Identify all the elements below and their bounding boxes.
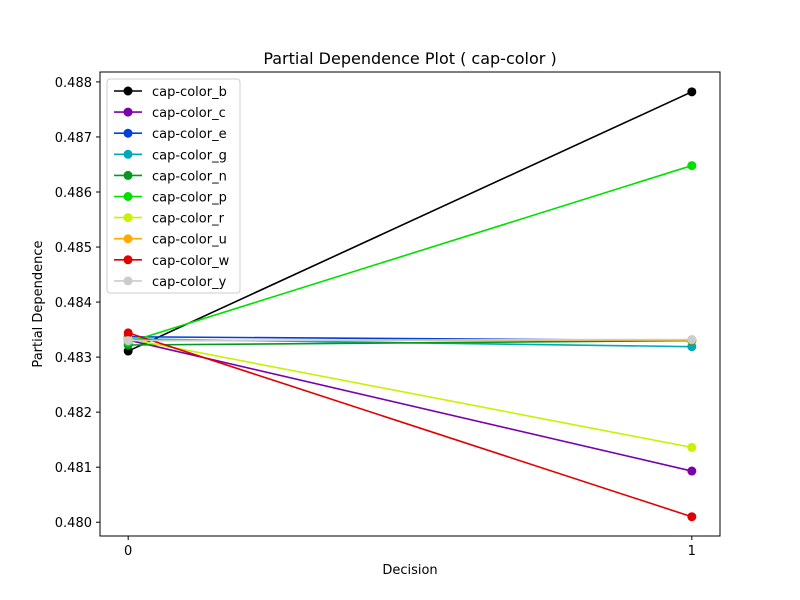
legend-item: cap-color_e	[114, 127, 227, 142]
x-axis-label: Decision	[382, 563, 437, 578]
legend-label: cap-color_u	[152, 233, 227, 248]
y-tick-label: 0.483	[55, 351, 92, 366]
y-tick-label: 0.480	[55, 516, 92, 531]
data-point	[123, 328, 133, 338]
legend-marker	[123, 86, 133, 96]
legend-item: cap-color_b	[114, 85, 227, 100]
y-axis: 0.480 0.481 0.482 0.483 0.484 0.485 0.486 0.487…	[55, 76, 100, 531]
chart-title: Partial Dependence Plot ( cap-color )	[263, 49, 556, 68]
legend-label: cap-color_g	[152, 148, 227, 163]
legend-label: cap-color_e	[152, 127, 227, 142]
data-point	[687, 335, 697, 345]
series-line	[128, 339, 692, 472]
legend-item: cap-color_u	[114, 233, 227, 248]
series-line	[128, 339, 692, 346]
series-cap-color_y	[123, 335, 697, 346]
series-line	[128, 338, 692, 342]
legend-item: cap-color_g	[114, 148, 227, 163]
series-line	[127, 164, 693, 344]
legend-marker	[123, 213, 133, 223]
legend-label: cap-color_p	[152, 191, 227, 206]
data-point	[687, 87, 697, 97]
y-tick-label: 0.486	[55, 186, 92, 201]
y-tick-label: 0.487	[55, 131, 92, 146]
legend-label: cap-color_n	[152, 169, 227, 184]
series-cap-color_w	[123, 328, 697, 522]
legend-label: cap-color_r	[152, 212, 225, 227]
y-tick-label: 0.484	[55, 296, 92, 311]
legend-item: cap-color_w	[114, 254, 230, 269]
x-tick-label: 1	[688, 544, 696, 559]
plot-frame	[99, 71, 721, 537]
series-cap-color_r	[123, 334, 697, 452]
y-tick-label: 0.482	[55, 406, 92, 421]
y-axis-label: Partial Dependence	[31, 240, 46, 367]
x-tick-label: 0	[124, 544, 132, 559]
legend-item: cap-color_p	[114, 191, 227, 206]
legend-marker	[123, 192, 133, 201]
legend-marker	[123, 276, 133, 286]
legend-marker	[123, 234, 133, 244]
y-tick-label: 0.485	[55, 241, 92, 256]
y-tick-label: 0.481	[55, 461, 92, 476]
legend-item: cap-color_c	[114, 106, 226, 121]
data-point	[687, 161, 697, 171]
legend-marker	[123, 149, 133, 159]
series-line	[127, 332, 693, 518]
legend-label: cap-color_c	[152, 106, 226, 121]
plot-area	[99, 71, 721, 537]
legend-label: cap-color_w	[152, 254, 230, 269]
series-line	[128, 338, 692, 449]
legend-item: cap-color_y	[114, 275, 227, 290]
data-point	[687, 466, 697, 476]
series-cap-color_c	[123, 335, 697, 476]
legend-marker	[123, 128, 133, 138]
series-line	[127, 91, 693, 352]
y-tick-label: 0.488	[55, 76, 92, 91]
series-lines	[123, 87, 697, 522]
data-point	[123, 336, 133, 346]
data-point	[687, 512, 697, 522]
legend-item: cap-color_r	[114, 212, 225, 227]
legend-marker	[123, 255, 133, 265]
legend: cap-color_b cap-color_c cap-color_e cap-col…	[106, 78, 241, 294]
series-cap-color_p	[123, 161, 697, 347]
legend-label: cap-color_y	[152, 275, 227, 290]
legend-label: cap-color_b	[152, 85, 227, 100]
legend-marker	[123, 170, 133, 180]
data-point	[687, 442, 697, 452]
legend-marker	[123, 107, 133, 117]
legend-item: cap-color_n	[114, 169, 227, 184]
